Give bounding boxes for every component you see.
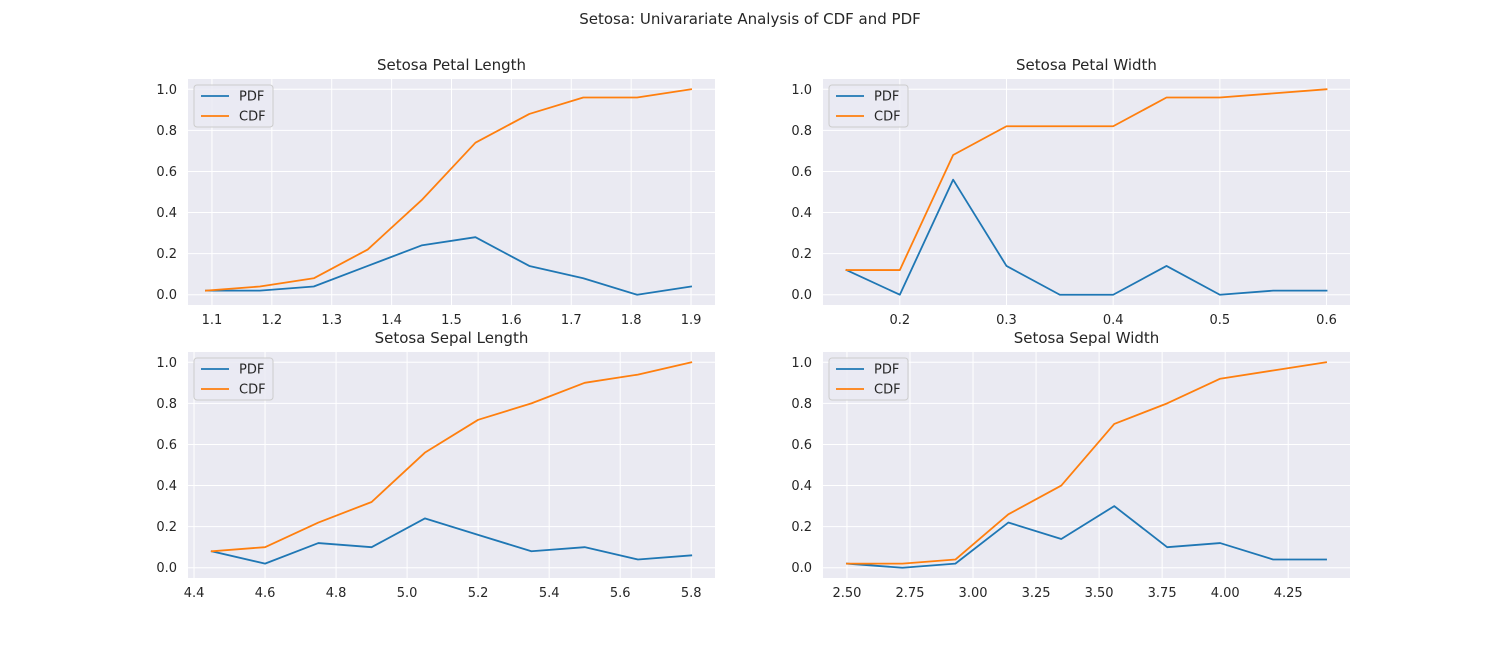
x-tick-label: 1.1 — [202, 313, 223, 328]
x-tick-label: 3.25 — [1022, 586, 1051, 601]
y-tick-label: 0.8 — [791, 397, 812, 412]
y-tick-label: 0.0 — [791, 288, 812, 303]
x-tick-label: 5.2 — [468, 586, 489, 601]
y-tick-label: 0.2 — [156, 520, 177, 535]
y-tick-label: 0.4 — [156, 206, 177, 221]
legend-label-pdf: PDF — [874, 90, 899, 105]
y-tick-label: 0.6 — [156, 438, 177, 453]
y-tick-label: 0.6 — [156, 165, 177, 180]
series-line-pdf — [845, 178, 1328, 296]
series-line-cdf — [205, 88, 693, 292]
x-tick-label: 3.75 — [1148, 586, 1177, 601]
subplot-petal-length: 1.1 1.2 1.3 1.4 1.5 1.6 1.7 1.8 1.9 0.0 0.2 0.4 0.6 0… — [156, 56, 715, 328]
legend-label-cdf: CDF — [874, 110, 901, 125]
y-tick-label: 0.0 — [791, 561, 812, 576]
legend-label-cdf: CDF — [239, 383, 266, 398]
x-tick-label: 0.5 — [1210, 313, 1231, 328]
subplot-sepal-width: 2.50 2.75 3.00 3.25 3.50 3.75 4.00 4.25 0.0 0.2 0.… — [791, 329, 1350, 601]
y-tick-label: 1.0 — [791, 356, 812, 371]
subplot-title: Setosa Petal Length — [377, 56, 526, 74]
x-tick-label: 0.3 — [996, 313, 1017, 328]
x-tick-label: 3.50 — [1085, 586, 1114, 601]
legend-label-pdf: PDF — [874, 363, 899, 378]
x-tick-label: 5.6 — [610, 586, 631, 601]
y-tick-label: 1.0 — [791, 83, 812, 98]
y-tick-label: 0.4 — [791, 479, 812, 494]
x-tick-label: 4.00 — [1211, 586, 1240, 601]
subplot-sepal-length: 4.4 4.6 4.8 5.0 5.2 5.4 5.6 5.8 0.0 0.2 0.4 0.6 0.8 1… — [156, 329, 715, 601]
x-tick-label: 1.4 — [381, 313, 402, 328]
x-tick-label: 1.8 — [621, 313, 642, 328]
x-tick-label: 0.2 — [889, 313, 910, 328]
x-tick-label: 1.5 — [441, 313, 462, 328]
series-line-pdf — [845, 505, 1327, 569]
subplot-petal-width: 0.2 0.3 0.4 0.5 0.6 0.0 0.2 0.4 0.6 0.8 1.0 Setosa … — [791, 56, 1350, 328]
y-tick-label: 0.8 — [156, 397, 177, 412]
subplot-title: Setosa Sepal Length — [375, 329, 529, 347]
legend: PDF CDF — [828, 84, 909, 128]
series-line-cdf — [210, 361, 693, 553]
y-tick-label: 0.2 — [791, 520, 812, 535]
x-tick-label: 4.8 — [326, 586, 347, 601]
series-line-cdf — [846, 361, 1328, 565]
legend: PDF CDF — [193, 357, 274, 401]
series-line-cdf — [845, 88, 1328, 271]
subplot-title: Setosa Sepal Width — [1014, 329, 1160, 347]
figure-suptitle: Setosa: Univarariate Analysis of CDF and… — [579, 10, 921, 28]
y-tick-label: 0.6 — [791, 438, 812, 453]
y-tick-label: 1.0 — [156, 356, 177, 371]
x-tick-label: 4.6 — [255, 586, 276, 601]
x-tick-label: 1.2 — [261, 313, 282, 328]
x-tick-label: 0.4 — [1103, 313, 1124, 328]
x-tick-label: 5.4 — [539, 586, 560, 601]
legend-label-cdf: CDF — [874, 383, 901, 398]
y-tick-label: 0.4 — [156, 479, 177, 494]
x-tick-label: 2.50 — [832, 586, 861, 601]
x-tick-label: 3.00 — [959, 586, 988, 601]
axes-background — [188, 352, 715, 578]
x-tick-label: 2.75 — [896, 586, 925, 601]
y-tick-label: 1.0 — [156, 83, 177, 98]
y-tick-label: 0.4 — [791, 206, 812, 221]
axes-background — [823, 79, 1350, 305]
y-tick-label: 0.8 — [791, 124, 812, 139]
series-line-pdf — [205, 236, 693, 296]
series-line-pdf — [210, 517, 693, 565]
x-tick-label: 4.25 — [1274, 586, 1303, 601]
y-tick-label: 0.0 — [156, 288, 177, 303]
x-tick-label: 1.6 — [501, 313, 522, 328]
legend: PDF CDF — [193, 84, 274, 128]
y-tick-label: 0.2 — [791, 247, 812, 262]
x-tick-label: 1.7 — [561, 313, 582, 328]
y-tick-label: 0.8 — [156, 124, 177, 139]
x-tick-label: 5.8 — [681, 586, 702, 601]
legend-label-pdf: PDF — [239, 90, 264, 105]
y-tick-label: 0.6 — [791, 165, 812, 180]
subplot-title: Setosa Petal Width — [1016, 56, 1157, 74]
x-tick-label: 0.6 — [1316, 313, 1337, 328]
legend-label-cdf: CDF — [239, 110, 266, 125]
x-tick-label: 1.3 — [321, 313, 342, 328]
x-tick-label: 5.0 — [397, 586, 418, 601]
x-tick-label: 4.4 — [184, 586, 205, 601]
y-tick-label: 0.2 — [156, 247, 177, 262]
legend-label-pdf: PDF — [239, 363, 264, 378]
legend: PDF CDF — [828, 357, 909, 401]
y-tick-label: 0.0 — [156, 561, 177, 576]
x-tick-label: 1.9 — [681, 313, 702, 328]
axes-background — [823, 352, 1350, 578]
